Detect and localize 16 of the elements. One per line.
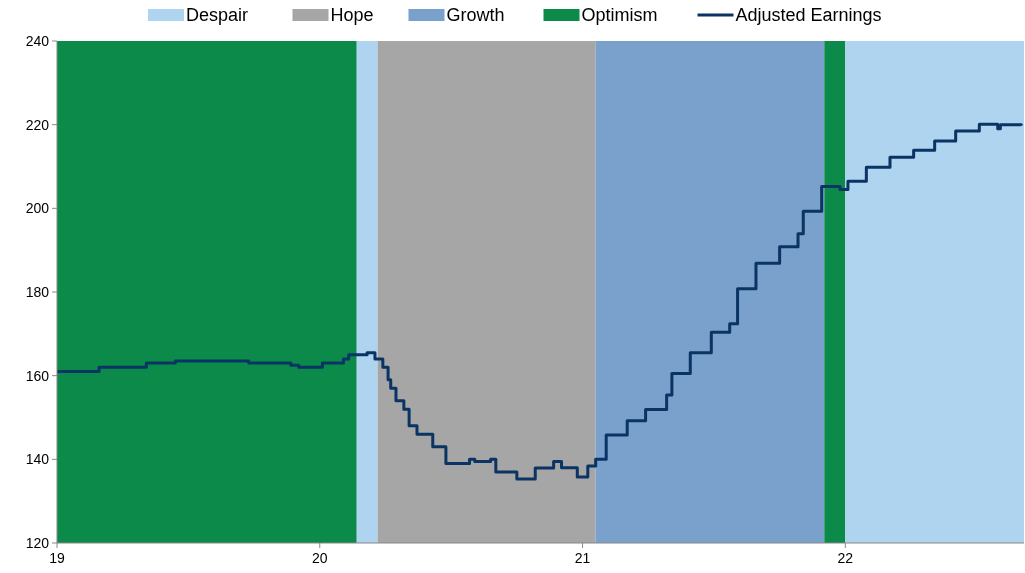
x-tick-label: 20 [311,550,328,566]
y-tick-label: 180 [25,283,50,300]
y-tick-label: 240 [25,32,50,49]
x-tick-label: 21 [574,550,591,566]
legend-label: Adjusted Earnings [735,5,882,26]
legend-label: Optimism [581,5,658,26]
y-tick-label: 160 [25,367,50,384]
y-tick-label: 220 [25,116,50,133]
x-tick-label: 19 [49,550,65,566]
y-tick-label: 200 [25,200,50,217]
y-tick-label: 140 [25,451,50,468]
legend-label: Growth [446,5,505,26]
x-tick-label: 22 [837,550,854,566]
legend-label: Despair [186,5,249,26]
y-tick-label: 120 [25,534,50,551]
legend-label: Hope [330,5,374,26]
